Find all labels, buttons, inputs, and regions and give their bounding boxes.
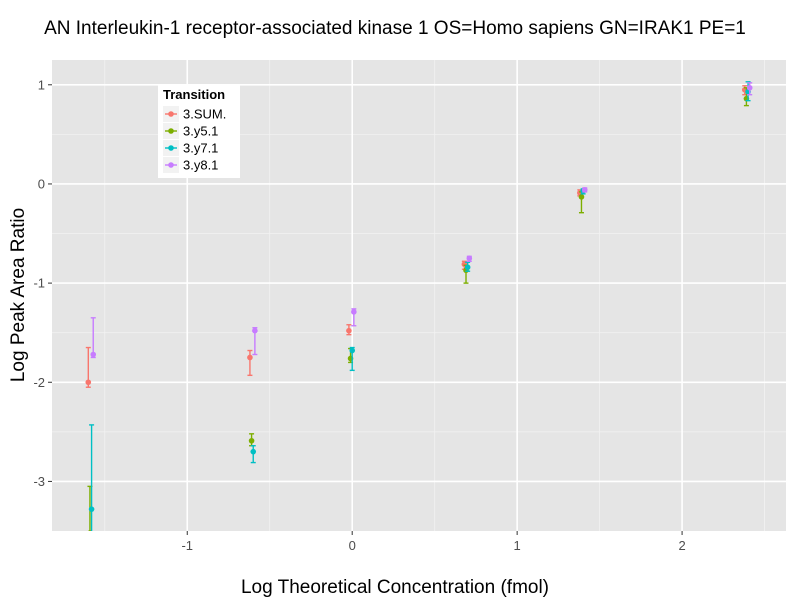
data-point bbox=[87, 530, 92, 531]
legend-key-point bbox=[168, 111, 174, 117]
legend-title: Transition bbox=[163, 87, 225, 102]
data-point bbox=[464, 264, 471, 271]
legend-key-point bbox=[168, 128, 174, 134]
data-point bbox=[346, 327, 352, 334]
data-point bbox=[85, 379, 92, 386]
x-tick-label: 1 bbox=[514, 538, 521, 553]
data-point bbox=[746, 84, 753, 91]
legend-label: 3.y8.1 bbox=[183, 158, 218, 173]
legend: Transition 3.SUM. 3.y5.1 3.y7.1 3.y8.1 bbox=[158, 84, 240, 178]
y-axis-title: Log Peak Area Ratio bbox=[8, 208, 29, 382]
data-point bbox=[90, 351, 97, 358]
legend-key-point bbox=[168, 145, 174, 151]
x-axis-title: Log Theoretical Concentration (fmol) bbox=[241, 577, 549, 598]
y-tick-label: 0 bbox=[38, 176, 45, 191]
x-tick-label: 0 bbox=[349, 538, 356, 553]
data-point bbox=[578, 194, 585, 200]
legend-label: 3.SUM. bbox=[183, 107, 226, 122]
chart-title: AN Interleukin-1 receptor-associated kin… bbox=[44, 18, 746, 39]
series-3-y8-1 bbox=[90, 82, 753, 359]
data-series bbox=[85, 81, 753, 531]
data-point bbox=[581, 187, 588, 193]
data-point bbox=[88, 506, 95, 512]
axis-ticks: -1 0 1 2 -3 -2 -1 0 1 bbox=[33, 77, 685, 553]
data-point bbox=[466, 255, 473, 262]
data-point bbox=[248, 437, 255, 444]
data-point bbox=[250, 448, 257, 455]
x-tick-label: -1 bbox=[181, 538, 193, 553]
y-tick-label: -3 bbox=[33, 474, 45, 489]
x-tick-label: 2 bbox=[678, 538, 685, 553]
legend-key-point bbox=[168, 162, 174, 168]
data-point bbox=[247, 354, 253, 361]
y-tick-label: -2 bbox=[33, 375, 45, 390]
data-point bbox=[349, 347, 355, 354]
legend-label: 3.y7.1 bbox=[183, 141, 218, 156]
legend-label: 3.y5.1 bbox=[183, 124, 218, 139]
data-point bbox=[252, 327, 258, 334]
data-point bbox=[351, 309, 357, 315]
y-tick-label: 1 bbox=[38, 77, 45, 92]
y-tick-label: -1 bbox=[33, 276, 45, 291]
